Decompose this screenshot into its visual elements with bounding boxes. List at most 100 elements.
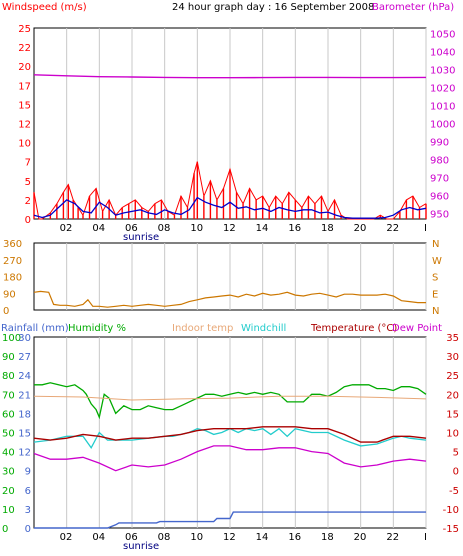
temp-xtick: 12 xyxy=(223,532,236,543)
barometer-ytick: 990 xyxy=(430,138,449,149)
direction-ytick: 180 xyxy=(3,273,22,284)
barometer-ytick: 960 xyxy=(430,192,449,203)
humidity-ytick: 40 xyxy=(2,448,15,459)
temp-xtick: 10 xyxy=(190,532,203,543)
wind-ytick: 17 xyxy=(18,81,31,92)
compass-ytick: S xyxy=(432,273,438,284)
temp-xtick: 14 xyxy=(256,532,269,543)
temp-xtick: 20 xyxy=(354,532,367,543)
rain-ytick: 9 xyxy=(25,467,31,478)
temp-ytick: 20 xyxy=(446,390,459,401)
wind-xtick: 08 xyxy=(158,223,171,234)
barometer-ytick: 1000 xyxy=(430,120,455,131)
temp-panel-axes: 0102030405060708090100036912151821242730… xyxy=(2,333,459,543)
barometer-ytick: 1050 xyxy=(430,29,455,40)
temp-ytick: 10 xyxy=(446,429,459,440)
humidity-ytick: 0 xyxy=(2,524,8,535)
wind-panel-axes: 0257101215172022259509609709809901000101… xyxy=(18,24,455,234)
graph-title: 24 hour graph day : 16 September 2008 xyxy=(172,2,374,13)
direction-ytick: 90 xyxy=(3,289,16,300)
temp-xtick: I xyxy=(424,532,427,543)
wind-ytick: 0 xyxy=(25,215,31,226)
barometer-title: Barometer (hPa) xyxy=(372,2,454,13)
compass-ytick: W xyxy=(432,256,442,267)
wind-xtick: 16 xyxy=(288,223,301,234)
wind-xtick: 18 xyxy=(321,223,334,234)
temp-ytick: -15 xyxy=(443,524,459,535)
temp-xtick: 18 xyxy=(321,532,334,543)
humidity-ytick: 60 xyxy=(2,409,15,420)
windchill-line xyxy=(33,427,427,450)
wind-xtick: 10 xyxy=(190,223,203,234)
wind-xtick: 06 xyxy=(125,223,138,234)
humidity-ytick: 90 xyxy=(2,352,15,363)
rain-ytick: 18 xyxy=(18,409,31,420)
windchill-label: Windchill xyxy=(241,323,286,334)
wind-xtick: 20 xyxy=(354,223,367,234)
wind-average-line xyxy=(33,196,427,219)
wind-panel-series xyxy=(33,74,427,220)
humidity-ytick: 80 xyxy=(2,371,15,382)
compass-ytick: N xyxy=(432,306,439,317)
sunrise-label-top: sunrise xyxy=(123,232,159,243)
wind-ytick: 25 xyxy=(18,24,31,35)
temp-ytick: -5 xyxy=(449,486,459,497)
direction-ytick: 270 xyxy=(3,256,22,267)
dewpoint-line xyxy=(33,445,427,472)
temp-xtick: 22 xyxy=(386,532,399,543)
compass-ytick: E xyxy=(432,289,438,300)
rainfall-line xyxy=(34,511,426,529)
humidity-ytick: 70 xyxy=(2,390,15,401)
barometer-ytick: 1030 xyxy=(430,65,455,76)
wind-ytick: 12 xyxy=(18,120,31,131)
rain-ytick: 6 xyxy=(25,486,31,497)
barometer-ytick: 970 xyxy=(430,174,449,185)
wind-xtick: 02 xyxy=(60,223,73,234)
direction-panel-series xyxy=(33,290,426,308)
humidity-ytick: 100 xyxy=(2,333,21,344)
temp-ytick: 5 xyxy=(453,448,459,459)
wind-ytick: 2 xyxy=(25,196,31,207)
temperature-label: Temperature (°C) xyxy=(310,323,397,334)
temp-ytick: -10 xyxy=(443,505,459,516)
wind-xtick: 22 xyxy=(386,223,399,234)
compass-ytick: N xyxy=(432,239,439,250)
direction-line xyxy=(33,290,426,308)
wind-ytick: 7 xyxy=(25,158,31,169)
humidity-ytick: 50 xyxy=(2,429,15,440)
indoor-line xyxy=(33,395,427,401)
rain-ytick: 27 xyxy=(18,352,31,363)
dewpoint-label: Dew Point xyxy=(392,323,442,334)
wind-ytick: 22 xyxy=(18,43,31,54)
temp-ytick: 30 xyxy=(446,352,459,363)
wind-ytick: 15 xyxy=(18,100,31,111)
sunrise-label-bottom: sunrise xyxy=(123,541,159,552)
barometer-ytick: 1010 xyxy=(430,101,455,112)
temp-xtick: 06 xyxy=(125,532,138,543)
windspeed-title: Windspeed (m/s) xyxy=(2,2,87,13)
temp-ytick: 0 xyxy=(453,467,459,478)
temp-ytick: 15 xyxy=(446,409,459,420)
temp-ytick: 35 xyxy=(446,333,459,344)
wind-xtick: I xyxy=(424,223,427,234)
temp-xtick: 16 xyxy=(288,532,301,543)
humidity-label: Humidity % xyxy=(68,323,126,334)
wind-ytick: 5 xyxy=(25,177,31,188)
wind-ytick: 20 xyxy=(18,62,31,73)
humidity-ytick: 30 xyxy=(2,467,15,478)
barometer-ytick: 950 xyxy=(430,210,449,221)
humidity-ytick: 20 xyxy=(2,486,15,497)
barometer-ytick: 980 xyxy=(430,156,449,167)
rain-ytick: 15 xyxy=(18,429,31,440)
wind-ytick: 10 xyxy=(18,139,31,150)
barometer-ytick: 1040 xyxy=(430,47,455,58)
rain-ytick: 24 xyxy=(18,371,31,382)
rain-ytick: 30 xyxy=(18,333,31,344)
temp-panel-series xyxy=(33,382,427,529)
temp-xtick: 08 xyxy=(158,532,171,543)
wind-xtick: 12 xyxy=(223,223,236,234)
temp-xtick: 02 xyxy=(60,532,73,543)
barometer-line xyxy=(33,74,427,79)
temperature-line xyxy=(33,426,427,443)
